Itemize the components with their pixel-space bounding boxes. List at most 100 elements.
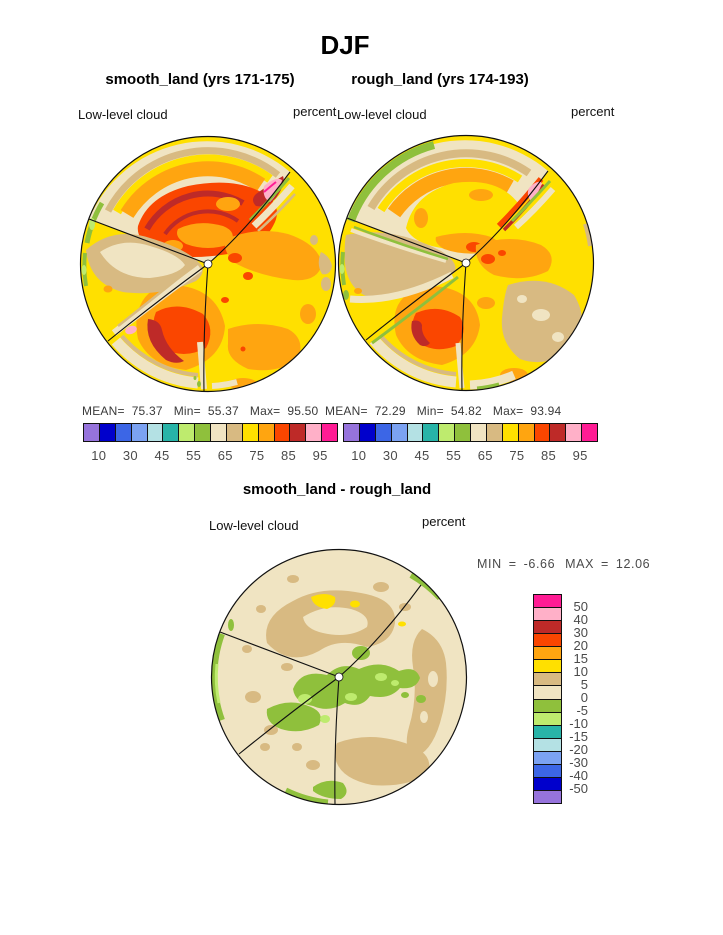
colorbar-cell-palecyan — [147, 424, 164, 441]
colorbar-cell-darkblue — [99, 424, 116, 441]
diff-colorbar-cell-redorange — [534, 634, 561, 648]
map-smooth-land — [79, 135, 337, 393]
colorbar-tick-label: 95 — [312, 448, 328, 463]
colorbar-cell-pink — [566, 424, 583, 441]
colorbar-cell-purple — [84, 424, 100, 441]
colorbar-cell-cornflower — [391, 424, 408, 441]
diff-colorbar-cell-olive — [534, 699, 561, 713]
colorbar-cell-teal — [423, 424, 440, 441]
colorbar-cell-darkred — [290, 424, 307, 441]
colorbar-tick-label: 75 — [509, 448, 525, 463]
colorbar-cell-redorange — [274, 424, 291, 441]
diff-colorbar-label: 50 — [573, 599, 588, 614]
colorbar-cell-redorange — [534, 424, 551, 441]
variable-label-right: Low-level cloud — [337, 107, 427, 122]
colorbar-cell-cream — [211, 424, 227, 441]
colorbar-cell-cornflower — [131, 424, 148, 441]
diff-colorbar-cell-tan — [534, 673, 561, 687]
colorbar-cell-lightgreen — [179, 424, 196, 441]
min-value: 55.37 — [207, 404, 239, 418]
units-label-right: percent — [571, 104, 615, 119]
colorbar-tick-label: 85 — [281, 448, 297, 463]
diff-colorbar-label: -50 — [569, 781, 588, 796]
colorbar-tick-label: 55 — [446, 448, 462, 463]
colorbar-tick-label: 10 — [351, 448, 367, 463]
colorbar-cell-darkred — [550, 424, 567, 441]
diff-colorbar-cell-cornflower — [534, 751, 561, 765]
colorbar-cell-darkblue — [359, 424, 376, 441]
mean-label: MEAN= — [82, 404, 125, 418]
diff-colorbar-cell-blue — [534, 764, 561, 778]
colorbar-tick-label: 55 — [186, 448, 202, 463]
panel-title-smooth-land: smooth_land (yrs 171-175) — [105, 71, 295, 88]
difference-title: smooth_land - rough_land — [242, 481, 432, 498]
diff-colorbar-label: 0 — [580, 690, 588, 705]
colorbar-cell-olive — [455, 424, 471, 441]
max-label: Max= — [249, 404, 281, 418]
diff-colorbar-cell-teal — [534, 725, 561, 739]
colorbar-cell-lightgreen — [439, 424, 456, 441]
difference-minmax: MIN = -6.66 MAX = 12.06 — [477, 557, 657, 571]
diff-max-equals: = — [601, 557, 609, 571]
diff-colorbar-label: -15 — [569, 729, 588, 744]
colorbar-cell-cream — [471, 424, 487, 441]
stats-rough-land: MEAN= 72.29 Min= 54.82 Max= 93.94 — [325, 404, 572, 418]
diff-colorbar-cell-yellow — [534, 660, 561, 674]
colorbar-cell-yellow — [502, 424, 519, 441]
variable-label-diff: Low-level cloud — [209, 518, 299, 533]
colorbar-cell-palecyan — [407, 424, 424, 441]
diff-min-label: MIN — [477, 557, 502, 571]
colorbar-tick-label: 45 — [414, 448, 430, 463]
diff-colorbar-label: -20 — [569, 742, 588, 757]
colorbar-cell-blue — [375, 424, 392, 441]
colorbar-cell-yellow — [242, 424, 259, 441]
diff-colorbar-label: 10 — [573, 664, 588, 679]
diff-min-value: -6.66 — [523, 557, 556, 571]
colorbar-cell-magenta — [322, 424, 337, 441]
max-value: 93.94 — [530, 404, 562, 418]
stats-smooth-land: MEAN= 75.37 Min= 55.37 Max= 95.50 — [82, 404, 329, 418]
diff-max-label: MAX — [565, 557, 595, 571]
diff-colorbar-label: 15 — [573, 651, 588, 666]
variable-label-left: Low-level cloud — [78, 107, 168, 122]
colorbar-cell-orange — [258, 424, 275, 441]
diff-colorbar-cell-magenta — [534, 595, 561, 609]
diff-colorbar-cell-palecyan — [534, 738, 561, 752]
min-label: Min= — [173, 404, 201, 418]
min-label: Min= — [416, 404, 444, 418]
units-label-diff: percent — [422, 514, 466, 529]
figure-title: DJF — [320, 30, 370, 60]
max-value: 95.50 — [287, 404, 319, 418]
colorbar-tick-label: 65 — [217, 448, 233, 463]
diff-colorbar-label: 30 — [573, 625, 588, 640]
units-label-left: percent — [293, 104, 337, 119]
colorbar-ticks-smooth-land: 10 30 45 55 65 75 85 95 — [83, 448, 336, 463]
diff-colorbar-label: -40 — [569, 768, 588, 783]
diff-min-equals: = — [508, 557, 517, 571]
map-difference — [210, 548, 468, 806]
diff-colorbar-label: -10 — [569, 716, 588, 731]
colorbar-tick-label: 95 — [572, 448, 588, 463]
diff-colorbar-cell-lightgreen — [534, 712, 561, 726]
mean-value: 75.37 — [131, 404, 163, 418]
diff-colorbar-cell-cream — [534, 686, 561, 700]
min-value: 54.82 — [450, 404, 482, 418]
panel-title-rough-land: rough_land (yrs 174-193) — [351, 71, 529, 88]
diff-colorbar-cell-purple — [534, 790, 561, 803]
colorbar-cell-pink — [306, 424, 323, 441]
map-rough-land — [337, 134, 595, 392]
diff-max-value: 12.06 — [615, 557, 651, 571]
colorbar-cell-orange — [518, 424, 535, 441]
colorbar-cell-tan — [486, 424, 503, 441]
colorbar-ticks-rough-land: 10 30 45 55 65 75 85 95 — [343, 448, 596, 463]
diff-colorbar-label: 20 — [573, 638, 588, 653]
max-label: Max= — [492, 404, 524, 418]
colorbar-tick-label: 30 — [122, 448, 138, 463]
colorbar-cell-olive — [195, 424, 211, 441]
colorbar-tick-label: 75 — [249, 448, 265, 463]
colorbar-smooth-land — [83, 423, 338, 442]
diff-colorbar-cell-darkblue — [534, 777, 561, 791]
diff-colorbar-cell-pink — [534, 608, 561, 622]
colorbar-cell-purple — [344, 424, 360, 441]
